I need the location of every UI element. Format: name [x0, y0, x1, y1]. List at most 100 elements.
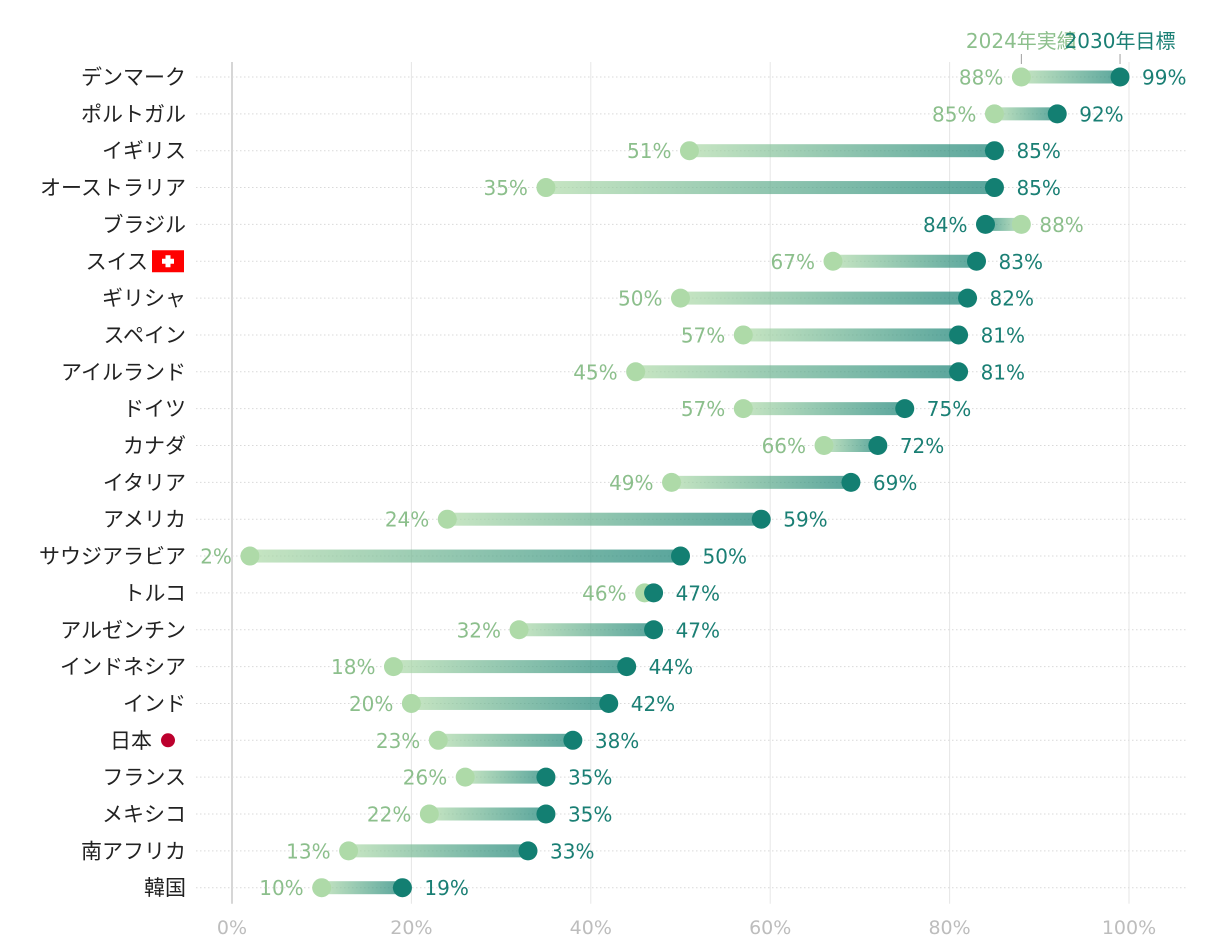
- dot-2024: [401, 693, 421, 713]
- country-label: サウジアラビア: [39, 545, 186, 569]
- value-label-2030: 81%: [981, 360, 1025, 384]
- row-10: カナダ 66% 72%: [123, 434, 1188, 458]
- value-label-2024: 45%: [573, 360, 617, 384]
- dot-2024: [814, 436, 834, 455]
- dot-2024: [536, 178, 556, 198]
- dot-2030: [1110, 67, 1130, 87]
- dot-2030: [751, 509, 771, 529]
- dot-2030: [563, 730, 583, 750]
- x-tick-label: 100%: [1102, 917, 1156, 939]
- value-label-2024: 13%: [286, 839, 330, 863]
- value-label-2024: 57%: [681, 397, 725, 421]
- dot-2030: [644, 620, 664, 640]
- row-16: インドネシア 18% 44%: [60, 655, 1188, 679]
- value-label-2030: 83%: [999, 250, 1043, 274]
- dot-2024: [1011, 67, 1031, 87]
- x-tick-label: 0%: [217, 917, 247, 939]
- row-6: ギリシャ 50% 82%: [102, 287, 1188, 311]
- dot-2030: [536, 804, 556, 824]
- row-9: ドイツ 57% 75%: [123, 397, 1188, 421]
- x-tick-label: 60%: [749, 917, 791, 939]
- value-label-2024: 57%: [681, 323, 725, 347]
- value-label-2030: 19%: [424, 876, 468, 900]
- swiss-cross-horizontal: [162, 258, 174, 264]
- dot-2030: [958, 288, 978, 308]
- value-label-2024: 49%: [609, 471, 653, 495]
- connector-bar: [545, 181, 995, 195]
- connector-bar: [321, 881, 403, 895]
- dot-2030: [1047, 104, 1067, 124]
- connector-bar: [635, 365, 959, 379]
- dot-2030: [617, 657, 637, 677]
- legend-label-2030: 2030年目標: [1065, 29, 1176, 53]
- value-label-2030: 33%: [550, 839, 594, 863]
- dot-2030: [949, 325, 969, 345]
- legend-label-2024: 2024年実績: [966, 29, 1077, 53]
- connector-bar: [994, 107, 1058, 121]
- dot-2024: [455, 767, 475, 787]
- row-22: 韓国 10% 19%: [144, 876, 1188, 900]
- country-label: フランス: [102, 766, 186, 790]
- row-15: アルゼンチン 32% 47%: [60, 618, 1188, 642]
- value-label-2024: 18%: [331, 655, 375, 679]
- connector-bar: [249, 549, 681, 563]
- dot-2030: [984, 178, 1004, 198]
- dot-2024: [240, 546, 260, 566]
- dot-2030: [949, 362, 969, 382]
- x-axis: 0% 20% 40% 60% 80% 100%: [217, 917, 1156, 939]
- value-label-2024: 85%: [932, 102, 976, 126]
- row-12: アメリカ 24% 59%: [103, 508, 1188, 532]
- row-13: サウジアラビア 2% 50%: [39, 545, 1188, 569]
- connector-bar: [393, 660, 627, 674]
- country-label: アメリカ: [103, 508, 186, 532]
- value-label-2024: 46%: [582, 581, 626, 605]
- country-label: デンマーク: [81, 66, 186, 90]
- row-21: 南アフリカ 13% 33%: [81, 839, 1188, 863]
- value-label-2030: 44%: [649, 655, 693, 679]
- dot-2030: [895, 399, 915, 419]
- value-label-2024: 35%: [483, 176, 527, 200]
- country-label: スペイン: [103, 323, 186, 347]
- connector-bar: [832, 254, 977, 268]
- value-label-2024: 67%: [771, 250, 815, 274]
- value-label-2024: 24%: [385, 508, 429, 532]
- country-label: 韓国: [144, 876, 186, 900]
- connector-bar: [438, 733, 573, 747]
- dot-2024: [383, 657, 403, 677]
- connector-bar: [348, 844, 529, 858]
- value-label-2030: 75%: [927, 397, 971, 421]
- value-label-2024: 88%: [1039, 213, 1083, 237]
- value-label-2030: 99%: [1142, 66, 1186, 90]
- dot-2024: [437, 509, 457, 529]
- dot-2024: [419, 804, 439, 824]
- row-0: デンマーク 88% 99%: [81, 66, 1188, 90]
- value-label-2030: 35%: [568, 766, 612, 790]
- value-label-2030: 47%: [676, 618, 720, 642]
- connector-bar: [743, 402, 905, 416]
- legend: 2024年実績 2030年目標: [966, 29, 1176, 64]
- value-label-2030: 47%: [676, 581, 720, 605]
- dot-2024: [428, 730, 448, 750]
- row-8: アイルランド 45% 81%: [61, 360, 1188, 384]
- country-label: アイルランド: [61, 360, 186, 384]
- connector-bar: [411, 696, 609, 710]
- value-label-2024: 23%: [376, 729, 420, 753]
- connector-bar: [743, 328, 959, 342]
- row-14: トルコ 46% 47%: [123, 581, 1188, 605]
- country-label: インド: [123, 692, 186, 716]
- country-label: ブラジル: [102, 213, 186, 237]
- dot-2024: [312, 878, 332, 898]
- dot-2030: [841, 472, 861, 492]
- connector-bar: [824, 439, 878, 452]
- value-label-2030: 35%: [568, 803, 612, 827]
- dot-2030: [518, 841, 538, 861]
- connector-bar: [447, 512, 762, 526]
- dot-2030: [599, 693, 619, 713]
- country-label: ドイツ: [123, 397, 186, 421]
- connector-bar: [519, 623, 654, 637]
- dot-2024: [339, 841, 359, 861]
- dot-2024: [679, 141, 699, 161]
- dot-2030: [671, 546, 690, 566]
- connector-bar: [671, 475, 851, 489]
- dot-2024: [509, 620, 529, 640]
